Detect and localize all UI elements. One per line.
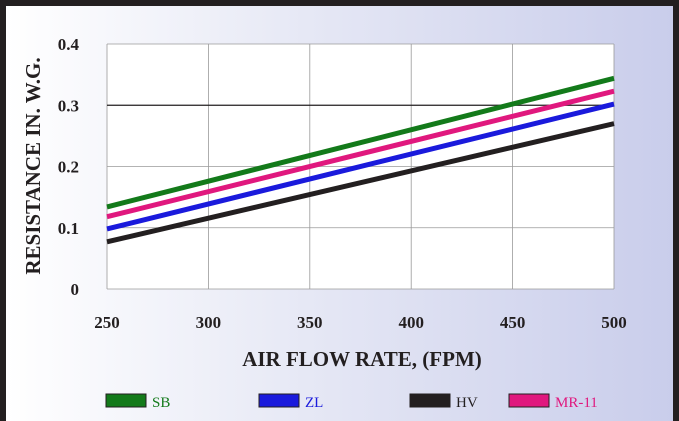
y-tick-label: 0 (71, 280, 80, 299)
legend-swatch-zl (258, 393, 300, 408)
legend-label-hv: HV (456, 395, 478, 411)
series-line-sb (106, 75, 615, 210)
y-tick-label: 0.1 (58, 219, 79, 238)
x-axis-title: AIR FLOW RATE, (FPM) (242, 347, 482, 371)
series-line-zl (106, 101, 615, 232)
x-tick-label: 450 (500, 313, 526, 332)
series-lines (106, 75, 615, 245)
grid (106, 43, 615, 290)
x-tick-label: 500 (601, 313, 627, 332)
legend: SB ZL HV MR-11 (105, 393, 598, 411)
legend-label-mr-11: MR-11 (555, 395, 598, 411)
legend-label-zl: ZL (305, 395, 323, 411)
legend-swatch-mr-11 (508, 393, 550, 408)
x-tick-label: 250 (94, 313, 120, 332)
legend-swatch-hv (409, 393, 451, 408)
x-tick-label: 300 (196, 313, 222, 332)
y-tick-label: 0.3 (58, 96, 79, 115)
y-axis-title: RESISTANCE IN. W.G. (21, 57, 45, 274)
series-line-mr-11 (106, 88, 615, 220)
series-line-hv (106, 121, 615, 245)
legend-label-sb: SB (152, 395, 170, 411)
y-tick-label: 0.4 (58, 35, 80, 54)
x-tick-label: 400 (398, 313, 424, 332)
y-tick-labels: 0 0.1 0.2 0.3 0.4 (58, 35, 80, 299)
x-tick-labels: 250 300 350 400 450 500 (94, 313, 627, 332)
x-tick-label: 350 (297, 313, 323, 332)
legend-swatch-sb (105, 393, 147, 408)
y-tick-label: 0.2 (58, 158, 79, 177)
